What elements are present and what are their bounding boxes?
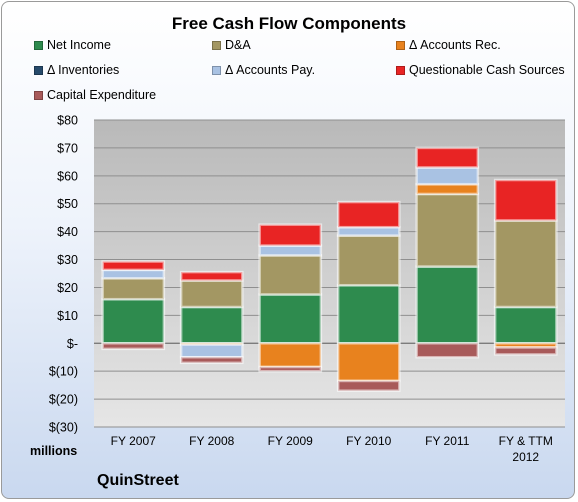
bar-segment: [258, 244, 323, 257]
legend-item: Questionable Cash Sources: [396, 63, 565, 77]
bar-segment: [493, 346, 558, 356]
legend-item: Δ Accounts Rec.: [396, 38, 501, 52]
x-tick-label: FY & TTM: [499, 434, 553, 448]
legend-item: Net Income: [34, 38, 111, 52]
bar-segment: [493, 305, 558, 345]
bar-segment: [258, 293, 323, 345]
legend-label: Δ Inventories: [47, 63, 120, 77]
bar-segment: [336, 200, 401, 229]
bar-segment: [415, 192, 480, 268]
x-tick-label: 2012: [512, 450, 539, 464]
bar-segment: [101, 268, 166, 280]
chart-title: Free Cash Flow Components: [171, 14, 407, 33]
bar-segment: [493, 219, 558, 309]
bar-segment: [415, 182, 480, 196]
legend-label: Δ Accounts Pay.: [225, 63, 316, 77]
legend-item: Capital Expenditure: [34, 88, 156, 102]
y-tick-label: $-: [67, 337, 78, 351]
bar-segment: [336, 234, 401, 287]
bar-segment: [101, 342, 166, 351]
bar-segment: [415, 342, 480, 359]
bar-segment: [258, 254, 323, 296]
legend-item: Δ Inventories: [34, 63, 119, 77]
bar-segment: [258, 342, 323, 369]
legend-label: Net Income: [47, 38, 111, 52]
legend-swatch: [34, 65, 43, 75]
bar-segment: [258, 223, 323, 247]
y-tick-label: $10: [57, 309, 78, 323]
x-tick-label: FY 2009: [268, 434, 313, 448]
bar-segment: [179, 270, 244, 282]
x-tick-label: FY 2011: [425, 434, 470, 448]
legend-label: D&A: [225, 38, 251, 52]
bar-segment: [258, 365, 323, 373]
bar-segment: [101, 260, 166, 272]
company-label: QuinStreet: [97, 472, 179, 489]
x-tick-label: FY 2010: [346, 434, 391, 448]
y-tick-label: $70: [57, 141, 78, 155]
x-tick-label: FY 2007: [111, 434, 156, 448]
legend-label: Capital Expenditure: [47, 88, 157, 102]
bar-segment: [415, 146, 480, 169]
y-tick-label: $50: [57, 197, 78, 211]
unit-label: millions: [30, 444, 78, 458]
y-tick-label: $30: [57, 253, 78, 267]
bar-segment: [415, 265, 480, 345]
y-tick-label: $(10): [49, 365, 78, 379]
y-tick-label: $20: [57, 281, 78, 295]
bar-segment: [493, 178, 558, 222]
bar-segment: [179, 355, 244, 365]
legend-swatch: [212, 40, 221, 50]
y-tick-label: $40: [57, 225, 78, 239]
legend-item: D&A: [212, 38, 251, 52]
bar-segment: [101, 276, 166, 301]
y-tick-label: $80: [57, 114, 78, 128]
legend-swatch: [34, 40, 43, 50]
bar-segment: [336, 342, 401, 383]
bar-segment: [415, 166, 480, 186]
bar-segment: [179, 343, 244, 359]
x-tick-label: FY 2008: [189, 434, 234, 448]
plot-area: [94, 120, 565, 427]
legend-label: Questionable Cash Sources: [409, 63, 565, 77]
bar-segment: [179, 279, 244, 309]
bar-segment: [336, 225, 401, 237]
bar-segment: [336, 283, 401, 345]
legend-swatch: [212, 65, 221, 75]
legend-label: Δ Accounts Rec.: [409, 38, 501, 52]
y-tick-label: $60: [57, 169, 78, 183]
y-tick-label: $(20): [49, 393, 78, 407]
y-tick-label: $(30): [49, 421, 78, 435]
legend-swatch: [396, 65, 405, 75]
legend-swatch: [34, 90, 43, 100]
legend-swatch: [396, 40, 405, 50]
legend-item: Δ Accounts Pay.: [212, 63, 315, 77]
bar-segment: [179, 305, 244, 345]
bar-segment: [336, 379, 401, 392]
bar-segment: [101, 297, 166, 345]
